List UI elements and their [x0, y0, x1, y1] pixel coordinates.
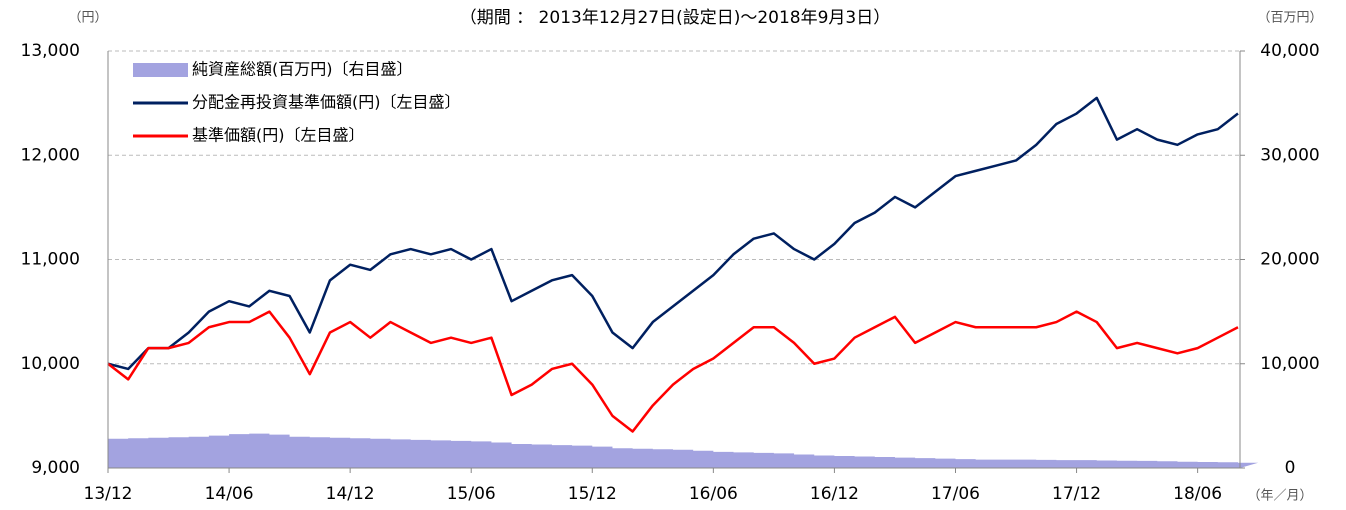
- y-tick-label: 10,000: [21, 354, 80, 374]
- x-tick-label: 13/12: [84, 484, 133, 504]
- legend-label: 基準価額(円)〔左目盛〕: [192, 126, 365, 145]
- x-tick-label: 14/12: [326, 484, 375, 504]
- x-tick-label: 15/06: [447, 484, 496, 504]
- chart-title: （期間 ： 2013年12月27日(設定日)～2018年9月3日）: [460, 8, 891, 28]
- y2-tick-label: 30,000: [1260, 145, 1319, 165]
- legend-label: 分配金再投資基準価額(円)〔左目盛〕: [192, 93, 461, 112]
- legend-label: 純資産総額(百万円)〔右目盛〕: [192, 60, 413, 79]
- y-axis-unit: （円）: [68, 11, 107, 26]
- y2-tick-label: 40,000: [1260, 41, 1319, 61]
- x-tick-label: 17/12: [1052, 484, 1101, 504]
- y2-tick-label: 20,000: [1260, 250, 1319, 270]
- line-series: [107, 310, 1239, 433]
- x-tick-label: 18/06: [1173, 484, 1222, 504]
- line-series: [107, 96, 1239, 371]
- area-series: [108, 433, 1259, 468]
- x-axis-unit: （年／月）: [1247, 489, 1312, 504]
- y-tick-label: 9,000: [31, 458, 80, 478]
- y2-tick-label: 0: [1285, 458, 1296, 478]
- y-tick-label: 12,000: [21, 145, 80, 165]
- y2-axis-unit: （百万円）: [1257, 11, 1322, 26]
- x-tick-label: 17/06: [931, 484, 980, 504]
- y-tick-label: 13,000: [21, 41, 80, 61]
- y2-tick-label: 10,000: [1260, 354, 1319, 374]
- x-tick-label: 16/06: [689, 484, 738, 504]
- x-tick-label: 15/12: [568, 484, 617, 504]
- y-tick-label: 11,000: [21, 250, 80, 270]
- x-tick-label: 14/06: [205, 484, 254, 504]
- legend-swatch: [133, 63, 188, 77]
- x-tick-label: 16/12: [810, 484, 859, 504]
